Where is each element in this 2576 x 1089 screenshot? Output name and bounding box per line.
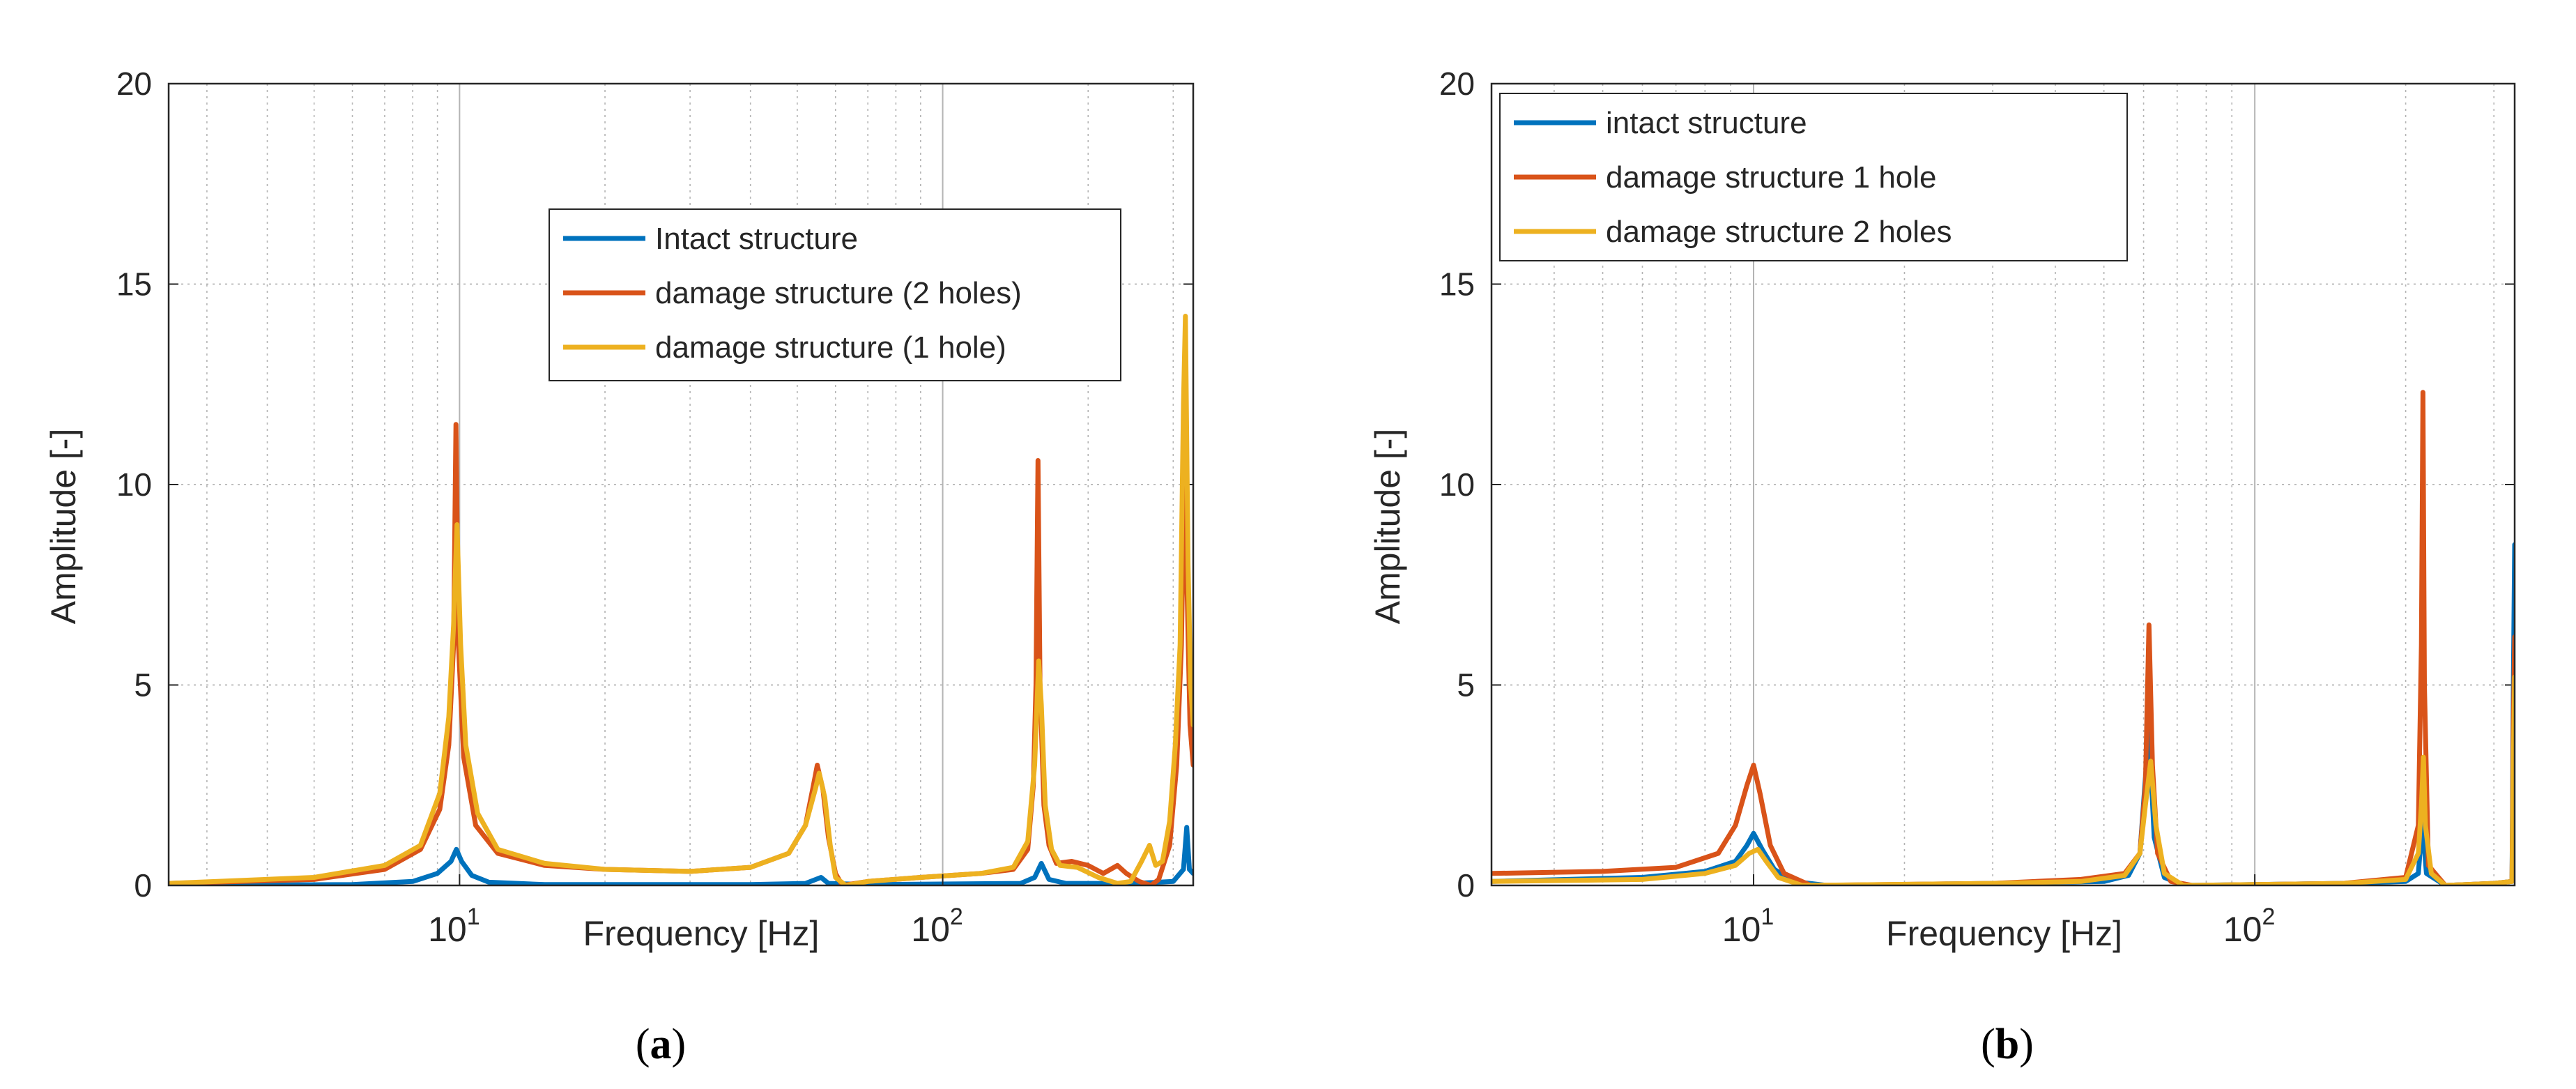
x-tick-label: 102 (911, 904, 963, 949)
x-axis-label: Frequency [Hz] (583, 914, 819, 953)
legend: Intact structure damage structure (2 hole… (549, 208, 1121, 381)
y-axis-label: Amplitude [-] (44, 429, 83, 625)
series-group (1492, 390, 2515, 885)
legend-label-1: intact structure (1606, 106, 1807, 140)
series-line-3 (1492, 674, 2515, 885)
legend-label-2: damage structure (2 holes) (655, 276, 1022, 310)
x-tick-label: 102 (2223, 904, 2276, 949)
y-axis-label: Amplitude [-] (1368, 429, 1407, 625)
legend-label-1: Intact structure (655, 222, 858, 256)
y-tick-label: 15 (1439, 266, 1475, 303)
chart-panel-b: 0 5 10 15 20 101 102 Frequency [Hz] Amplitude [-… (1368, 66, 2516, 1068)
panel-caption: (b) (1981, 1021, 2034, 1068)
axes-box (167, 82, 1195, 887)
y-tick-label: 5 (134, 667, 152, 703)
y-tick-label: 0 (1457, 867, 1475, 904)
axes-box (1490, 82, 2516, 887)
y-tick-label: 15 (116, 266, 152, 303)
legend-label-3: damage structure 2 holes (1606, 215, 1952, 249)
legend: intact structure damage structure 1 hole d… (1499, 93, 2128, 261)
series-line-3 (169, 314, 1193, 885)
y-tick-label: 20 (1439, 66, 1475, 102)
y-tick-label: 20 (116, 66, 152, 102)
x-tick-label: 101 (1722, 904, 1774, 949)
y-tick-label: 10 (116, 466, 152, 503)
y-tick-label: 0 (134, 867, 152, 904)
legend-box (1499, 93, 2128, 261)
legend-label-3: damage structure (1 hole) (655, 330, 1006, 365)
y-tick-label: 5 (1457, 667, 1475, 703)
y-tick-label: 10 (1439, 466, 1475, 503)
series-group (169, 314, 1193, 885)
panel-caption: (a) (636, 1021, 686, 1068)
legend-label-2: damage structure 1 hole (1606, 160, 1937, 195)
series-line-1 (169, 825, 1193, 885)
x-tick-label: 101 (428, 904, 480, 949)
chart-panel-a: 0 5 10 15 20 101 102 Frequency [Hz] Amplitude [-… (44, 66, 1195, 1068)
x-axis-label: Frequency [Hz] (1886, 914, 2122, 953)
